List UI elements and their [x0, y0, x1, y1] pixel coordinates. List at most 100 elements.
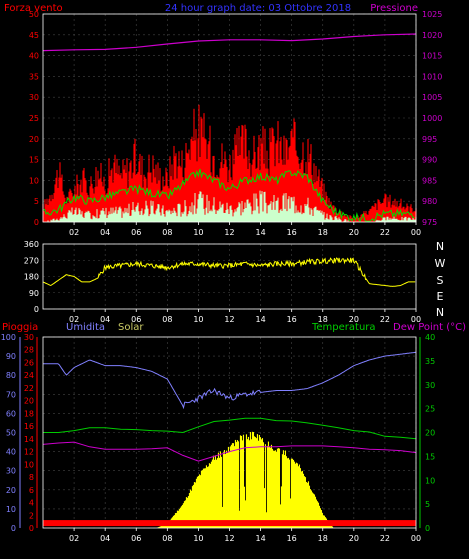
humidity-ytick-label-10: 10 — [6, 505, 16, 514]
dew-point-line — [42, 441, 417, 462]
temperature-ytick-label-35: 35 — [425, 357, 435, 366]
weather-xtick-label-06: 06 — [131, 534, 141, 543]
wind-panel-frame — [42, 13, 417, 223]
weather-xtick-label-12: 12 — [224, 534, 234, 543]
wind-min-bars — [47, 190, 417, 222]
humidity-ytick-label-30: 30 — [6, 467, 16, 476]
direction-xtick-label-14: 14 — [255, 315, 265, 324]
rain-ytick-label-4: 4 — [29, 499, 34, 508]
rain-ytick-label-10: 10 — [24, 460, 34, 469]
direction-xtick-label-16: 16 — [287, 315, 297, 324]
rain-ytick-label-16: 16 — [24, 422, 34, 431]
rain-ytick-label-18: 18 — [24, 409, 34, 418]
pressure-axis-title: Pressione — [370, 3, 418, 14]
rain-ytick-label-2: 2 — [29, 511, 34, 520]
wind-average-line — [42, 168, 415, 223]
temperature-ytick-label-5: 5 — [425, 500, 430, 509]
direction-ytick-label-270: 270 — [24, 256, 39, 265]
wind-ytick-label-5: 5 — [34, 197, 39, 206]
sunrise-label: Sun Rise — [136, 493, 175, 503]
weather-xtick-label-14: 14 — [255, 534, 265, 543]
weather-xtick-label-04: 04 — [100, 534, 110, 543]
pressure-ytick-label-975: 975 — [422, 218, 437, 227]
direction-xtick-label-12: 12 — [224, 315, 234, 324]
humidity-axis-title: Umidita — [66, 322, 105, 333]
wind-ytick-label-10: 10 — [29, 176, 39, 185]
temperature-ytick-label-15: 15 — [425, 452, 435, 461]
pressure-ytick-label-1015: 1015 — [422, 52, 442, 61]
wind-xtick-label-06: 06 — [131, 228, 141, 237]
direction-xtick-label-22: 22 — [380, 315, 390, 324]
wind-direction-line — [42, 257, 416, 287]
direction-xtick-label-04: 04 — [100, 315, 110, 324]
solar-axis-title: Solar — [118, 322, 144, 333]
pressure-line — [42, 33, 417, 52]
dew-point-axis-title: Dew Point (°C) — [393, 322, 466, 333]
humidity-ytick-label-80: 80 — [6, 371, 16, 380]
humidity-ytick-label-90: 90 — [6, 352, 16, 361]
wind-xtick-label-12: 12 — [224, 228, 234, 237]
wind-axis-title: Forza vento — [4, 3, 63, 14]
humidity-ytick-label-60: 60 — [6, 409, 16, 418]
direction-ytick-label-90: 90 — [29, 289, 39, 298]
temperature-ytick-label-20: 20 — [425, 429, 435, 438]
weather-xtick-label-02: 02 — [69, 534, 79, 543]
rain-ytick-label-12: 12 — [24, 448, 34, 457]
rain-ytick-label-22: 22 — [24, 384, 34, 393]
rain-ytick-label-14: 14 — [24, 435, 34, 444]
wind-ytick-label-35: 35 — [29, 72, 39, 81]
wind-ytick-label-0: 0 — [34, 218, 39, 227]
rain-axis-title: Pioggia — [2, 322, 38, 333]
wind-xtick-label-02: 02 — [69, 228, 79, 237]
sunset-label: Sun Set — [318, 493, 353, 503]
humidity-ytick-label-50: 50 — [6, 429, 16, 438]
wind-ytick-label-40: 40 — [29, 52, 39, 61]
temperature-ytick-label-30: 30 — [425, 381, 435, 390]
rain-ytick-label-20: 20 — [24, 397, 34, 406]
weather-panel-frame — [42, 336, 417, 529]
direction-ytick-label-0: 0 — [34, 305, 39, 314]
wind-xtick-label-20: 20 — [349, 228, 359, 237]
wind-xtick-label-04: 04 — [100, 228, 110, 237]
direction-xtick-label-20: 20 — [349, 315, 359, 324]
temperature-ytick-label-0: 0 — [425, 524, 430, 533]
humidity-ytick-label-0: 0 — [11, 524, 16, 533]
pressure-ytick-label-1020: 1020 — [422, 31, 442, 40]
weather-xtick-label-18: 18 — [318, 534, 328, 543]
humidity-ytick-label-40: 40 — [6, 448, 16, 457]
humidity-line — [43, 351, 417, 410]
direction-xtick-label-18: 18 — [318, 315, 328, 324]
wind-ytick-label-45: 45 — [29, 31, 39, 40]
wind-ytick-label-15: 15 — [29, 156, 39, 165]
rain-ytick-label-24: 24 — [24, 371, 34, 380]
weather-xtick-label-22: 22 — [380, 534, 390, 543]
direction-xtick-label-00: 00 — [411, 315, 421, 324]
humidity-ytick-label-70: 70 — [6, 390, 16, 399]
pressure-ytick-label-990: 990 — [422, 156, 437, 165]
humidity-ytick-label-100: 100 — [1, 333, 16, 342]
direction-panel-frame — [42, 243, 417, 310]
pressure-ytick-label-1005: 1005 — [422, 93, 442, 102]
compass-letter-n-top: N — [436, 240, 444, 253]
chart-title: 24 hour graph date: 03 Ottobre 2018 — [165, 3, 351, 14]
wind-xtick-label-10: 10 — [193, 228, 203, 237]
humidity-ytick-label-20: 20 — [6, 486, 16, 495]
rain-ytick-label-0: 0 — [29, 524, 34, 533]
temperature-ytick-label-10: 10 — [425, 476, 435, 485]
rain-ytick-label-30: 30 — [24, 333, 34, 342]
rain-bar — [43, 520, 416, 527]
temperature-ytick-label-40: 40 — [425, 333, 435, 342]
direction-ytick-label-180: 180 — [24, 273, 39, 282]
direction-xtick-label-08: 08 — [162, 315, 172, 324]
wind-xtick-label-08: 08 — [162, 228, 172, 237]
temperature-ytick-label-25: 25 — [425, 405, 435, 414]
temperature-axis-title: Temperatura — [311, 322, 376, 333]
direction-xtick-label-06: 06 — [131, 315, 141, 324]
weather-xtick-label-20: 20 — [349, 534, 359, 543]
chart-marks: 0510152025303540455097598098599099510001… — [1, 10, 443, 543]
solar-bars — [156, 431, 335, 528]
weather-xtick-label-08: 08 — [162, 534, 172, 543]
wind-ytick-label-20: 20 — [29, 135, 39, 144]
direction-ytick-label-360: 360 — [24, 240, 39, 249]
